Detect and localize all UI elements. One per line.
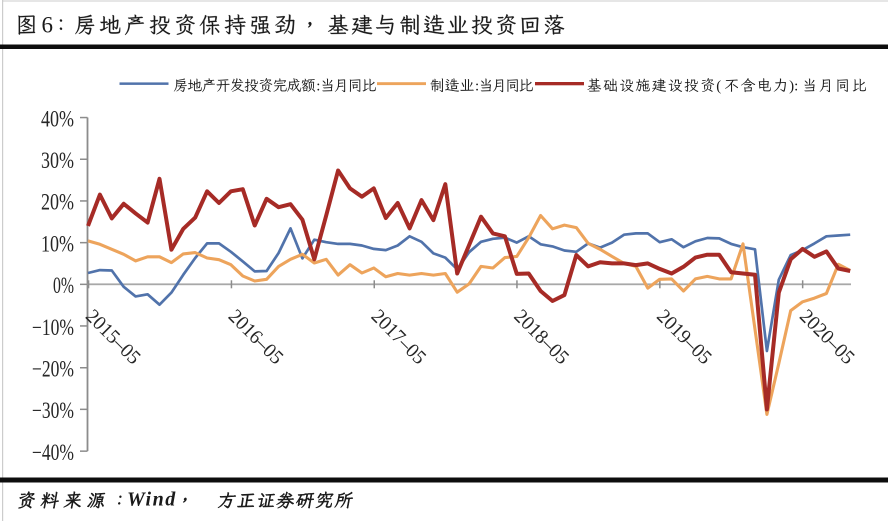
svg-text:20%: 20% — [41, 190, 74, 215]
svg-text::: : — [475, 79, 479, 95]
svg-text:(: ( — [716, 79, 721, 95]
svg-text:−20%: −20% — [32, 357, 74, 382]
svg-text:):: ): — [789, 79, 798, 95]
svg-text:6: 6 — [42, 13, 54, 38]
svg-text:−10%: −10% — [32, 315, 74, 340]
svg-text:0%: 0% — [53, 273, 74, 298]
svg-text:10%: 10% — [41, 231, 74, 256]
svg-text:30%: 30% — [41, 148, 74, 173]
svg-text:−30%: −30% — [32, 398, 74, 423]
svg-text::: : — [316, 79, 320, 95]
svg-text:Wind: Wind — [127, 489, 177, 511]
svg-text:40%: 40% — [41, 106, 74, 131]
svg-text:−40%: −40% — [32, 440, 74, 465]
